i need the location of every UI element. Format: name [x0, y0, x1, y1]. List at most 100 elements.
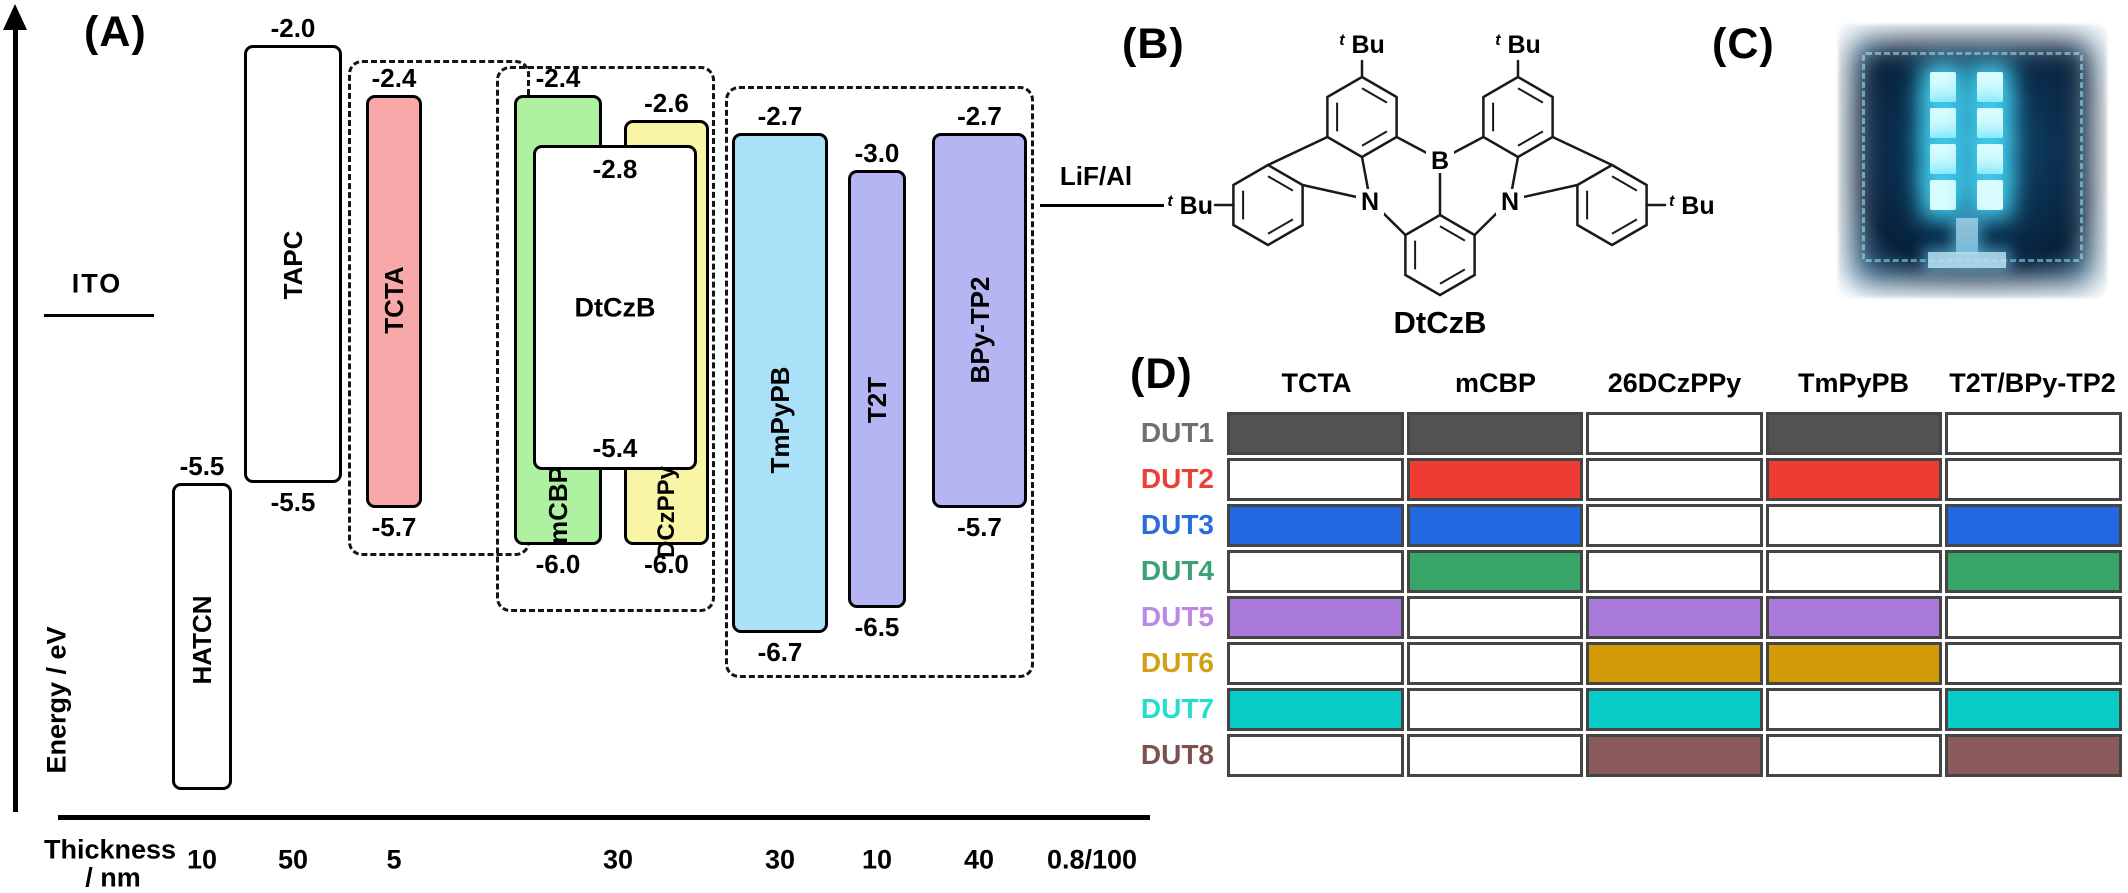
dut-cell-DUT7-TmPyPB [1765, 688, 1943, 731]
dut-cell-DUT1-TCTA [1227, 412, 1404, 455]
lumo-level-label: -2.8 [592, 154, 638, 184]
homo-level-label: -5.4 [592, 433, 638, 463]
layer-bar-TmPyPB [732, 132, 828, 633]
tbu-label: t Bu [1339, 23, 1385, 59]
layer-name-label: TmPyPB [765, 366, 795, 474]
homo-level-label: -5.7 [371, 511, 417, 542]
dut-cell-DUT6-mCBP [1406, 642, 1584, 685]
dut-cell-DUT8-TCTA [1227, 734, 1404, 777]
nitrogen-atom-label: N [1361, 188, 1379, 216]
layer-name-label: TAPC [278, 230, 308, 300]
dut-cell-DUT6-26DCzPPy [1586, 642, 1763, 685]
layer-name-label: TCTA [379, 266, 409, 334]
lumo-level-label: -2.6 [644, 88, 689, 118]
thickness-axis-title: Thickness [43, 834, 177, 865]
dut-cell-DUT4-26DCzPPy [1586, 550, 1763, 593]
thickness-value: 10 [861, 844, 893, 875]
tbu-label: t Bu [1167, 184, 1213, 220]
row-label-DUT2: DUT2 [1140, 463, 1214, 494]
layer-bar-TAPC [244, 45, 342, 483]
dut-cell-DUT5-26DCzPPy [1586, 596, 1763, 639]
panel-c-label: (C) [1712, 20, 1775, 68]
oled-pixel [1977, 144, 2003, 174]
layer-bar-T2T [848, 170, 906, 608]
dut-cell-DUT2-26DCzPPy [1586, 458, 1763, 501]
ito-level-line [44, 314, 154, 317]
thickness-axis-unit: / nm [85, 862, 141, 893]
dut-cell-DUT1-mCBP [1406, 412, 1584, 455]
dut-cell-DUT3-26DCzPPy [1586, 504, 1763, 547]
dut-cell-DUT6-TCTA [1227, 642, 1404, 685]
panel-a-label: (A) [84, 8, 147, 56]
lif-al-level-line [1040, 204, 1164, 207]
dut-cell-DUT2-TmPyPB [1765, 458, 1943, 501]
dut-cell-DUT5-mCBP [1406, 596, 1584, 639]
etl-dashed-group-box [725, 86, 1034, 678]
dut-cell-DUT4-mCBP [1406, 550, 1584, 593]
column-header-26DCzPPy: 26DCzPPy [1607, 368, 1742, 398]
dut-cell-DUT4-T2T/BPy-TP2 [1945, 550, 2122, 593]
lumo-level-label: -2.7 [957, 100, 1002, 131]
boron-atom-label: B [1431, 147, 1449, 175]
thickness-value: 30 [764, 844, 796, 875]
aromatic-inner-bonds [1242, 87, 1638, 285]
dut-cell-DUT2-TCTA [1227, 458, 1404, 501]
photo-contact-pad [1928, 252, 2006, 268]
lumo-level-label: -5.5 [179, 450, 225, 481]
layer-bar-TCTA [366, 95, 422, 508]
dut-cell-DUT8-mCBP [1406, 734, 1584, 777]
panel-d-label: (D) [1130, 350, 1193, 398]
dut-cell-DUT8-T2T/BPy-TP2 [1945, 734, 2122, 777]
eml-dashed-group-box [496, 66, 715, 612]
row-label-DUT1: DUT1 [1140, 417, 1214, 448]
oled-photo [1828, 16, 2117, 308]
thickness-value: 5 [386, 844, 402, 875]
dut-cell-DUT7-mCBP [1406, 688, 1584, 731]
dut-cell-DUT7-TCTA [1227, 688, 1404, 731]
thickness-value: 30 [602, 844, 634, 875]
thickness-axis-line [58, 815, 1150, 820]
homo-level-label: -6.0 [644, 549, 689, 579]
dut-cell-DUT4-TCTA [1227, 550, 1404, 593]
homo-level-label: -6.5 [854, 611, 900, 642]
thickness-value: 0.8/100 [1046, 844, 1138, 875]
dut-cell-DUT5-T2T/BPy-TP2 [1945, 596, 2122, 639]
layer-bar-DtCzB [533, 145, 697, 470]
homo-level-label: -5.7 [957, 511, 1002, 542]
lif-al-label: LiF/Al [1059, 161, 1133, 191]
layer-name-label: DCzPPy [652, 465, 680, 559]
layer-bar-BPy-TP2 [932, 132, 1027, 508]
panel-b-label: (B) [1122, 20, 1185, 68]
lumo-level-label: -2.0 [270, 13, 316, 43]
row-label-DUT4: DUT4 [1140, 555, 1214, 586]
photo-vignette [1828, 16, 2117, 308]
dut-cell-DUT3-TmPyPB [1765, 504, 1943, 547]
dtczb-structure: B N N t Bu t Bu t Bu t Bu DtCzB [1167, 23, 1715, 340]
oled-pixel [1930, 180, 1956, 210]
energy-axis [13, 26, 18, 812]
oled-pixel [1977, 72, 2003, 102]
layer-name-label: BPy-TP2 [964, 276, 995, 384]
oled-pixel [1930, 108, 1956, 138]
dut-cell-DUT2-T2T/BPy-TP2 [1945, 458, 2122, 501]
oled-pixel [1977, 108, 2003, 138]
energy-axis-label: Energy / eV [41, 626, 72, 774]
nitrogen-atom-label: N [1501, 188, 1519, 216]
thickness-value: 40 [963, 844, 995, 875]
dut-cell-DUT7-T2T/BPy-TP2 [1945, 688, 2122, 731]
row-label-DUT7: DUT7 [1140, 693, 1214, 724]
row-label-DUT8: DUT8 [1140, 739, 1214, 770]
layer-name-label: HATCN [187, 595, 217, 685]
dut-cell-DUT5-TCTA [1227, 596, 1404, 639]
lumo-level-label: -2.4 [535, 63, 581, 93]
homo-level-label: -5.5 [270, 486, 316, 517]
tbu-label: t Bu [1669, 184, 1715, 220]
column-header-T2T/BPy-TP2: T2T/BPy-TP2 [1949, 368, 2116, 398]
dut-cell-DUT8-26DCzPPy [1586, 734, 1763, 777]
layer-name-label: DtCzB [574, 292, 656, 322]
energy-axis-arrowhead [3, 4, 27, 30]
dut-cell-DUT1-26DCzPPy [1586, 412, 1763, 455]
dut-cell-DUT8-TmPyPB [1765, 734, 1943, 777]
dut-cell-DUT3-T2T/BPy-TP2 [1945, 504, 2122, 547]
